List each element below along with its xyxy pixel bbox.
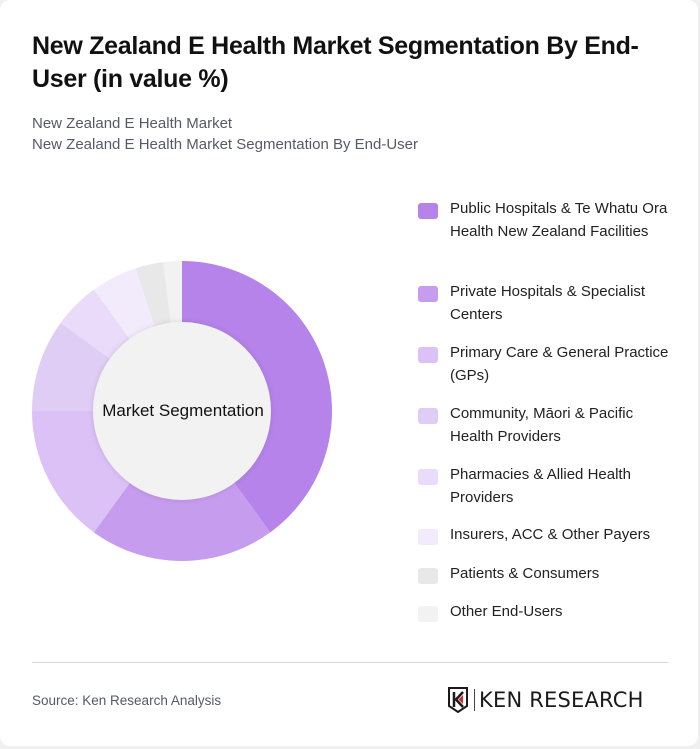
legend-swatch [418,529,438,545]
legend-swatch [418,469,438,485]
donut-svg [32,261,332,561]
logo-text: KEN RESEARCH [479,688,644,712]
legend-swatch [418,286,438,302]
legend-item-primary-care[interactable]: Primary Care & General Practice (GPs) [418,342,678,387]
chart-subtitle: New Zealand E Health Market New Zealand … [32,113,418,155]
legend-swatch [418,347,438,363]
legend-item-public-hospitals[interactable]: Public Hospitals & Te Whatu Ora Health N… [418,198,678,243]
legend-label: Patients & Consumers [450,565,600,582]
donut-chart: Market Segmentation [30,258,336,564]
legend-label: Other End-Users [450,603,563,620]
legend-label: Pharmacies & Allied Health Providers [450,466,631,506]
legend-label: Private Hospitals & Specialist Centers [450,283,646,323]
legend-label: Primary Care & General Practice (GPs) [450,344,669,384]
subtitle-segmentation: New Zealand E Health Market Segmentation… [32,136,419,153]
legend-item-insurers[interactable]: Insurers, ACC & Other Payers [418,524,678,547]
legend-label: Insurers, ACC & Other Payers [450,526,651,543]
legend-label: Public Hospitals & Te Whatu Ora Health N… [450,200,668,240]
legend-item-other[interactable]: Other End-Users [418,601,678,624]
logo-separator [474,689,475,711]
legend-item-private-hospitals[interactable]: Private Hospitals & Specialist Centers [418,281,678,326]
chart-title: New Zealand E Health Market Segmentation… [32,32,639,93]
legend-item-community-providers[interactable]: Community, Māori & Pacific Health Provid… [418,403,678,448]
donut-center [93,322,271,500]
legend-swatch [418,606,438,622]
subtitle-market: New Zealand E Health Market [32,115,233,132]
donut-center-label: Market Segmentation [102,401,264,420]
legend-swatch [418,408,438,424]
ken-research-shield-icon [448,687,468,713]
legend-swatch [418,203,438,219]
legend-item-patients[interactable]: Patients & Consumers [418,563,678,586]
legend-swatch [418,568,438,584]
source-note: Source: Ken Research Analysis [32,693,222,708]
legend-label: Community, Māori & Pacific Health Provid… [450,405,634,445]
footer-divider [32,662,668,663]
legend-item-pharmacies[interactable]: Pharmacies & Allied Health Providers [418,464,678,509]
ken-research-logo: KEN RESEARCH [447,686,644,714]
